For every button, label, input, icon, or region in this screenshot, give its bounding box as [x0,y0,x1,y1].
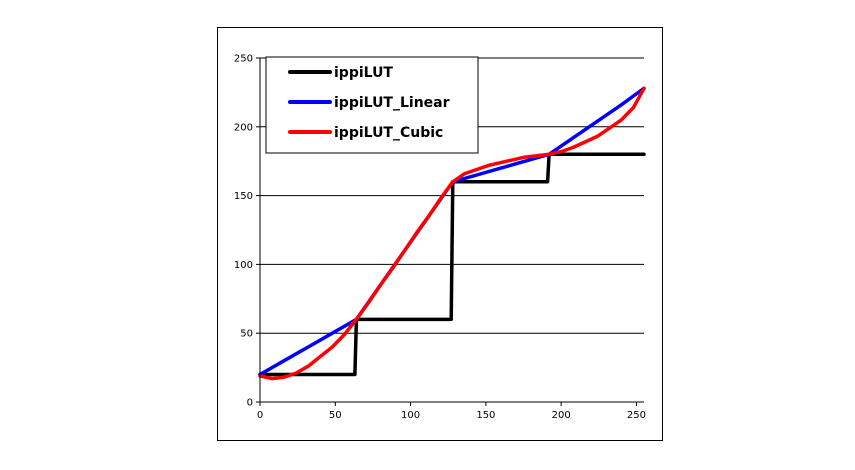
y-tick-label: 150 [234,191,253,202]
series-lines [258,86,646,381]
y-tick-label: 200 [234,122,253,133]
x-tick-label: 250 [627,410,646,421]
axes [259,58,644,403]
tick-labels: 0 50 100 150 200 250 0 50 100 150 200 250 [234,54,646,422]
legend-label: ippiLUT [334,65,393,81]
y-tick-label: 250 [234,54,253,65]
legend-label: ippiLUT_Linear [334,95,450,111]
legend-label: ippiLUT_Cubic [334,125,443,141]
x-tick-label: 150 [476,410,495,421]
legend: ippiLUT ippiLUT_Linear ippiLUT_Cubic [265,56,479,154]
x-tick-label: 100 [401,410,420,421]
x-tick-label: 200 [552,410,571,421]
series-line-ippilut [258,152,646,377]
x-tick-label: 0 [257,410,263,421]
y-tick-label: 50 [240,329,253,340]
chart-frame: 0 50 100 150 200 250 0 50 100 150 200 250 ippiLUT ip… [217,27,663,441]
y-tick-label: 100 [234,260,253,271]
y-tick-label: 0 [247,398,253,409]
series-line-ippilut-cubic [258,86,646,381]
x-tick-label: 50 [329,410,342,421]
